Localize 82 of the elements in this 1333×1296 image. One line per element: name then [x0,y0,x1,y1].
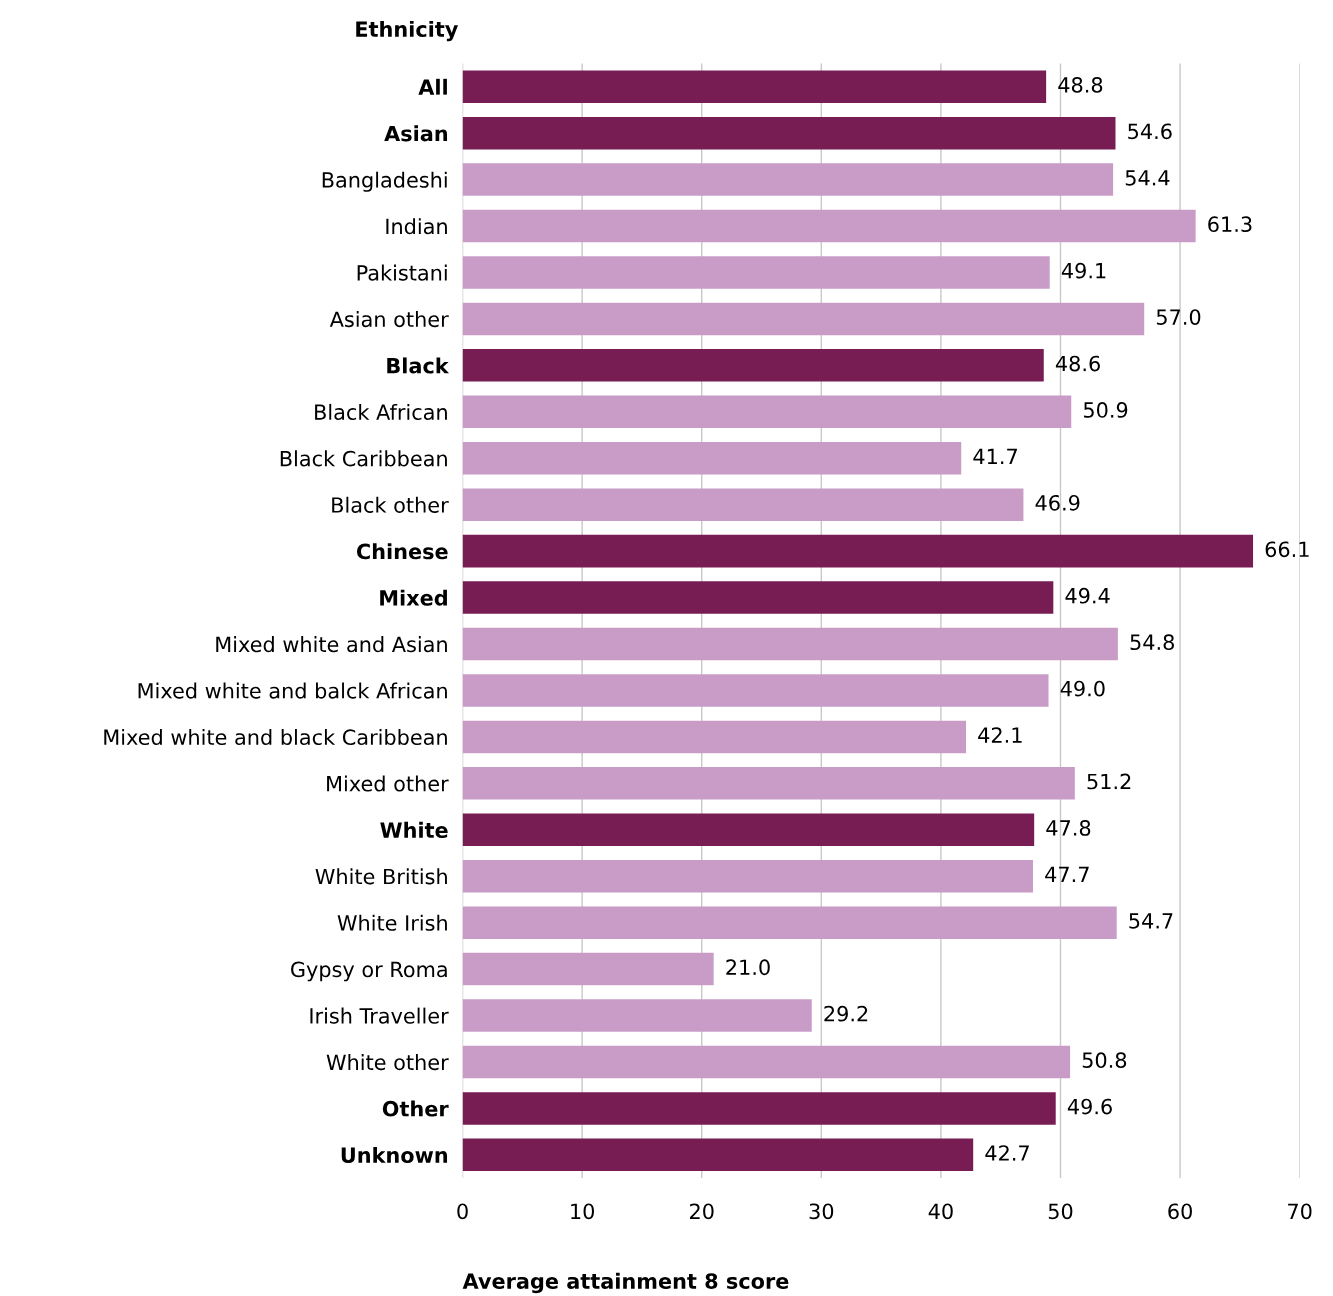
y-tick-label: Black other [332,496,449,513]
data-label: 54.8 [1130,634,1174,651]
data-label: 46.9 [1035,494,1080,511]
y-tick-label: White British [315,868,447,885]
x-tick-label: 0 [457,1203,468,1220]
bar [462,581,1054,614]
y-tick-label: Indian [386,218,447,235]
y-tick-label: Mixed other [327,775,449,792]
data-label: 42.7 [985,1145,1029,1161]
bar [462,116,1116,150]
bar [462,163,1114,196]
x-tick-label: 60 [1168,1203,1192,1220]
bar [462,1138,974,1172]
bar [462,674,1049,707]
bar [462,999,812,1032]
data-label: 49.1 [1061,262,1106,279]
bar [462,209,1196,243]
bar [462,720,967,754]
y-tick-label: Bangladeshi [322,171,447,192]
bar [462,256,1050,289]
x-tick-label: 30 [809,1203,834,1220]
y-tick-label: Mixed white and Asian [216,636,447,653]
data-label: 49.0 [1060,680,1105,697]
y-tick-label: White other [326,1054,449,1071]
bar [462,906,1117,939]
y-tick-label: Unknown [341,1146,448,1164]
bar [462,952,714,986]
data-label: 49.4 [1065,587,1110,604]
y-tick-label: Mixed white and balck African [138,682,447,699]
data-label: 48.8 [1058,77,1103,93]
y-tick-label: Black African [315,403,447,421]
data-label: 50.8 [1082,1052,1127,1069]
data-label: 42.1 [978,727,1022,743]
data-label: 21.0 [726,959,770,976]
bar [462,395,1072,429]
x-tick-label: 70 [1288,1203,1312,1220]
bar [462,534,1254,568]
bar [462,767,1075,800]
data-label: 54.4 [1125,170,1170,186]
y-tick-label: White Irish [337,914,447,931]
bar [462,1045,1071,1079]
y-axis-title: Ethnicity [356,20,458,42]
bar [462,70,1047,103]
data-label: 50.9 [1083,402,1128,418]
bar [462,627,1118,661]
y-tick-label: Asian [384,125,448,142]
data-label: 57.0 [1156,309,1201,325]
x-tick-label: 20 [690,1203,714,1220]
y-tick-label: Gypsy or Roma [291,961,447,982]
y-tick-label: Mixed white and black Caribbean [104,728,447,746]
data-label: 51.2 [1087,773,1131,790]
y-tick-label: Black [387,357,450,374]
x-tick-label: 50 [1048,1203,1073,1220]
y-tick-label: All [418,78,447,95]
y-tick-label: Black Caribbean [280,450,447,467]
data-label: 47.8 [1046,820,1091,836]
y-tick-label: Asian other [329,311,449,328]
y-tick-label: Mixed [380,589,447,606]
x-tick-label: 40 [928,1203,953,1220]
data-label: 66.1 [1265,541,1309,558]
x-tick-label: 10 [571,1203,595,1220]
data-label: 47.7 [1045,866,1089,882]
y-tick-label: White [380,821,448,838]
data-label: 48.6 [1055,355,1100,372]
bar [462,302,1145,336]
bar [462,813,1035,847]
data-label: 41.7 [973,448,1017,464]
y-tick-label: Irish Traveller [310,1007,449,1024]
y-tick-label: Other [382,1100,449,1117]
bar [462,859,1033,893]
x-axis-title: Average attainment 8 score [462,1272,789,1294]
bar [462,349,1044,382]
y-tick-label: Pakistani [357,264,447,281]
data-label: 61.3 [1208,216,1252,233]
data-label: 54.6 [1128,123,1172,140]
data-label: 29.2 [824,1005,868,1022]
bar [462,1092,1056,1125]
bar [462,441,962,475]
bar [462,488,1024,521]
y-tick-label: Chinese [356,543,448,560]
data-label: 49.6 [1067,1098,1112,1115]
data-label: 54.7 [1129,913,1173,929]
